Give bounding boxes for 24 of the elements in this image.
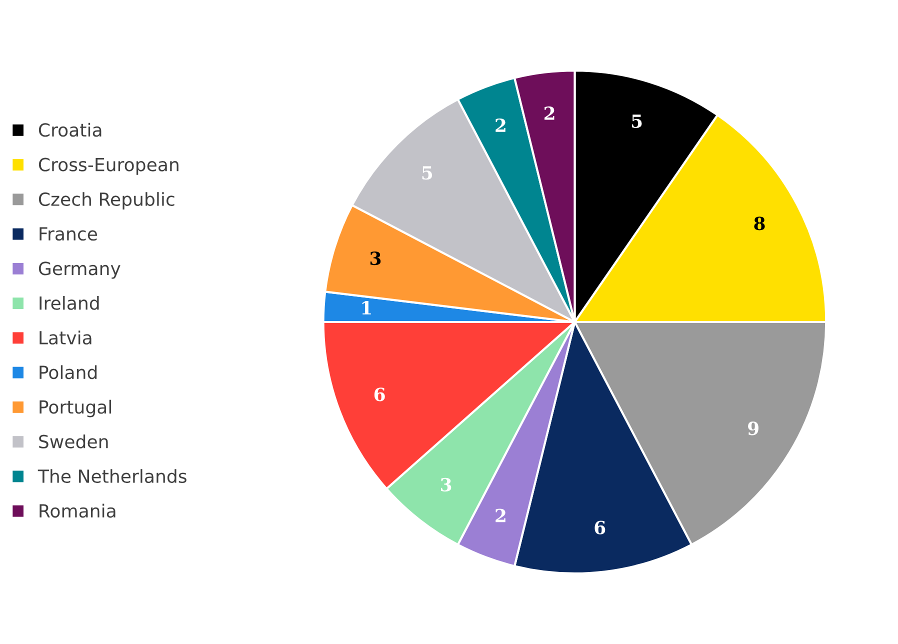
- data-label: 6: [594, 520, 606, 534]
- legend-label: The Netherlands: [38, 469, 186, 484]
- data-label: 9: [748, 422, 758, 436]
- legend-label: France: [40, 227, 98, 241]
- legend-label: Sweden: [39, 434, 108, 448]
- data-label: 3: [370, 251, 381, 266]
- legend-label: Cross-European: [38, 158, 178, 175]
- data-label: 6: [374, 388, 385, 402]
- data-label: 5: [632, 114, 642, 128]
- legend-label: Ireland: [40, 296, 99, 310]
- legend-label: Romania: [40, 504, 116, 518]
- legend-label: Poland: [40, 365, 97, 380]
- legend-label: Portugal: [40, 400, 112, 418]
- data-label: 8: [754, 216, 765, 230]
- data-label: 1: [362, 300, 371, 314]
- data-label: 2: [496, 508, 506, 522]
- data-label: 3: [440, 478, 452, 492]
- legend-label: Germany: [38, 262, 120, 279]
- legend-label: Croatia: [38, 122, 102, 137]
- data-label: 2: [496, 118, 506, 132]
- legend-label: Latvia: [40, 330, 92, 345]
- legend-label: Czech Republic: [38, 192, 174, 210]
- data-label: 2: [544, 106, 554, 120]
- data-label: 5: [422, 166, 432, 180]
